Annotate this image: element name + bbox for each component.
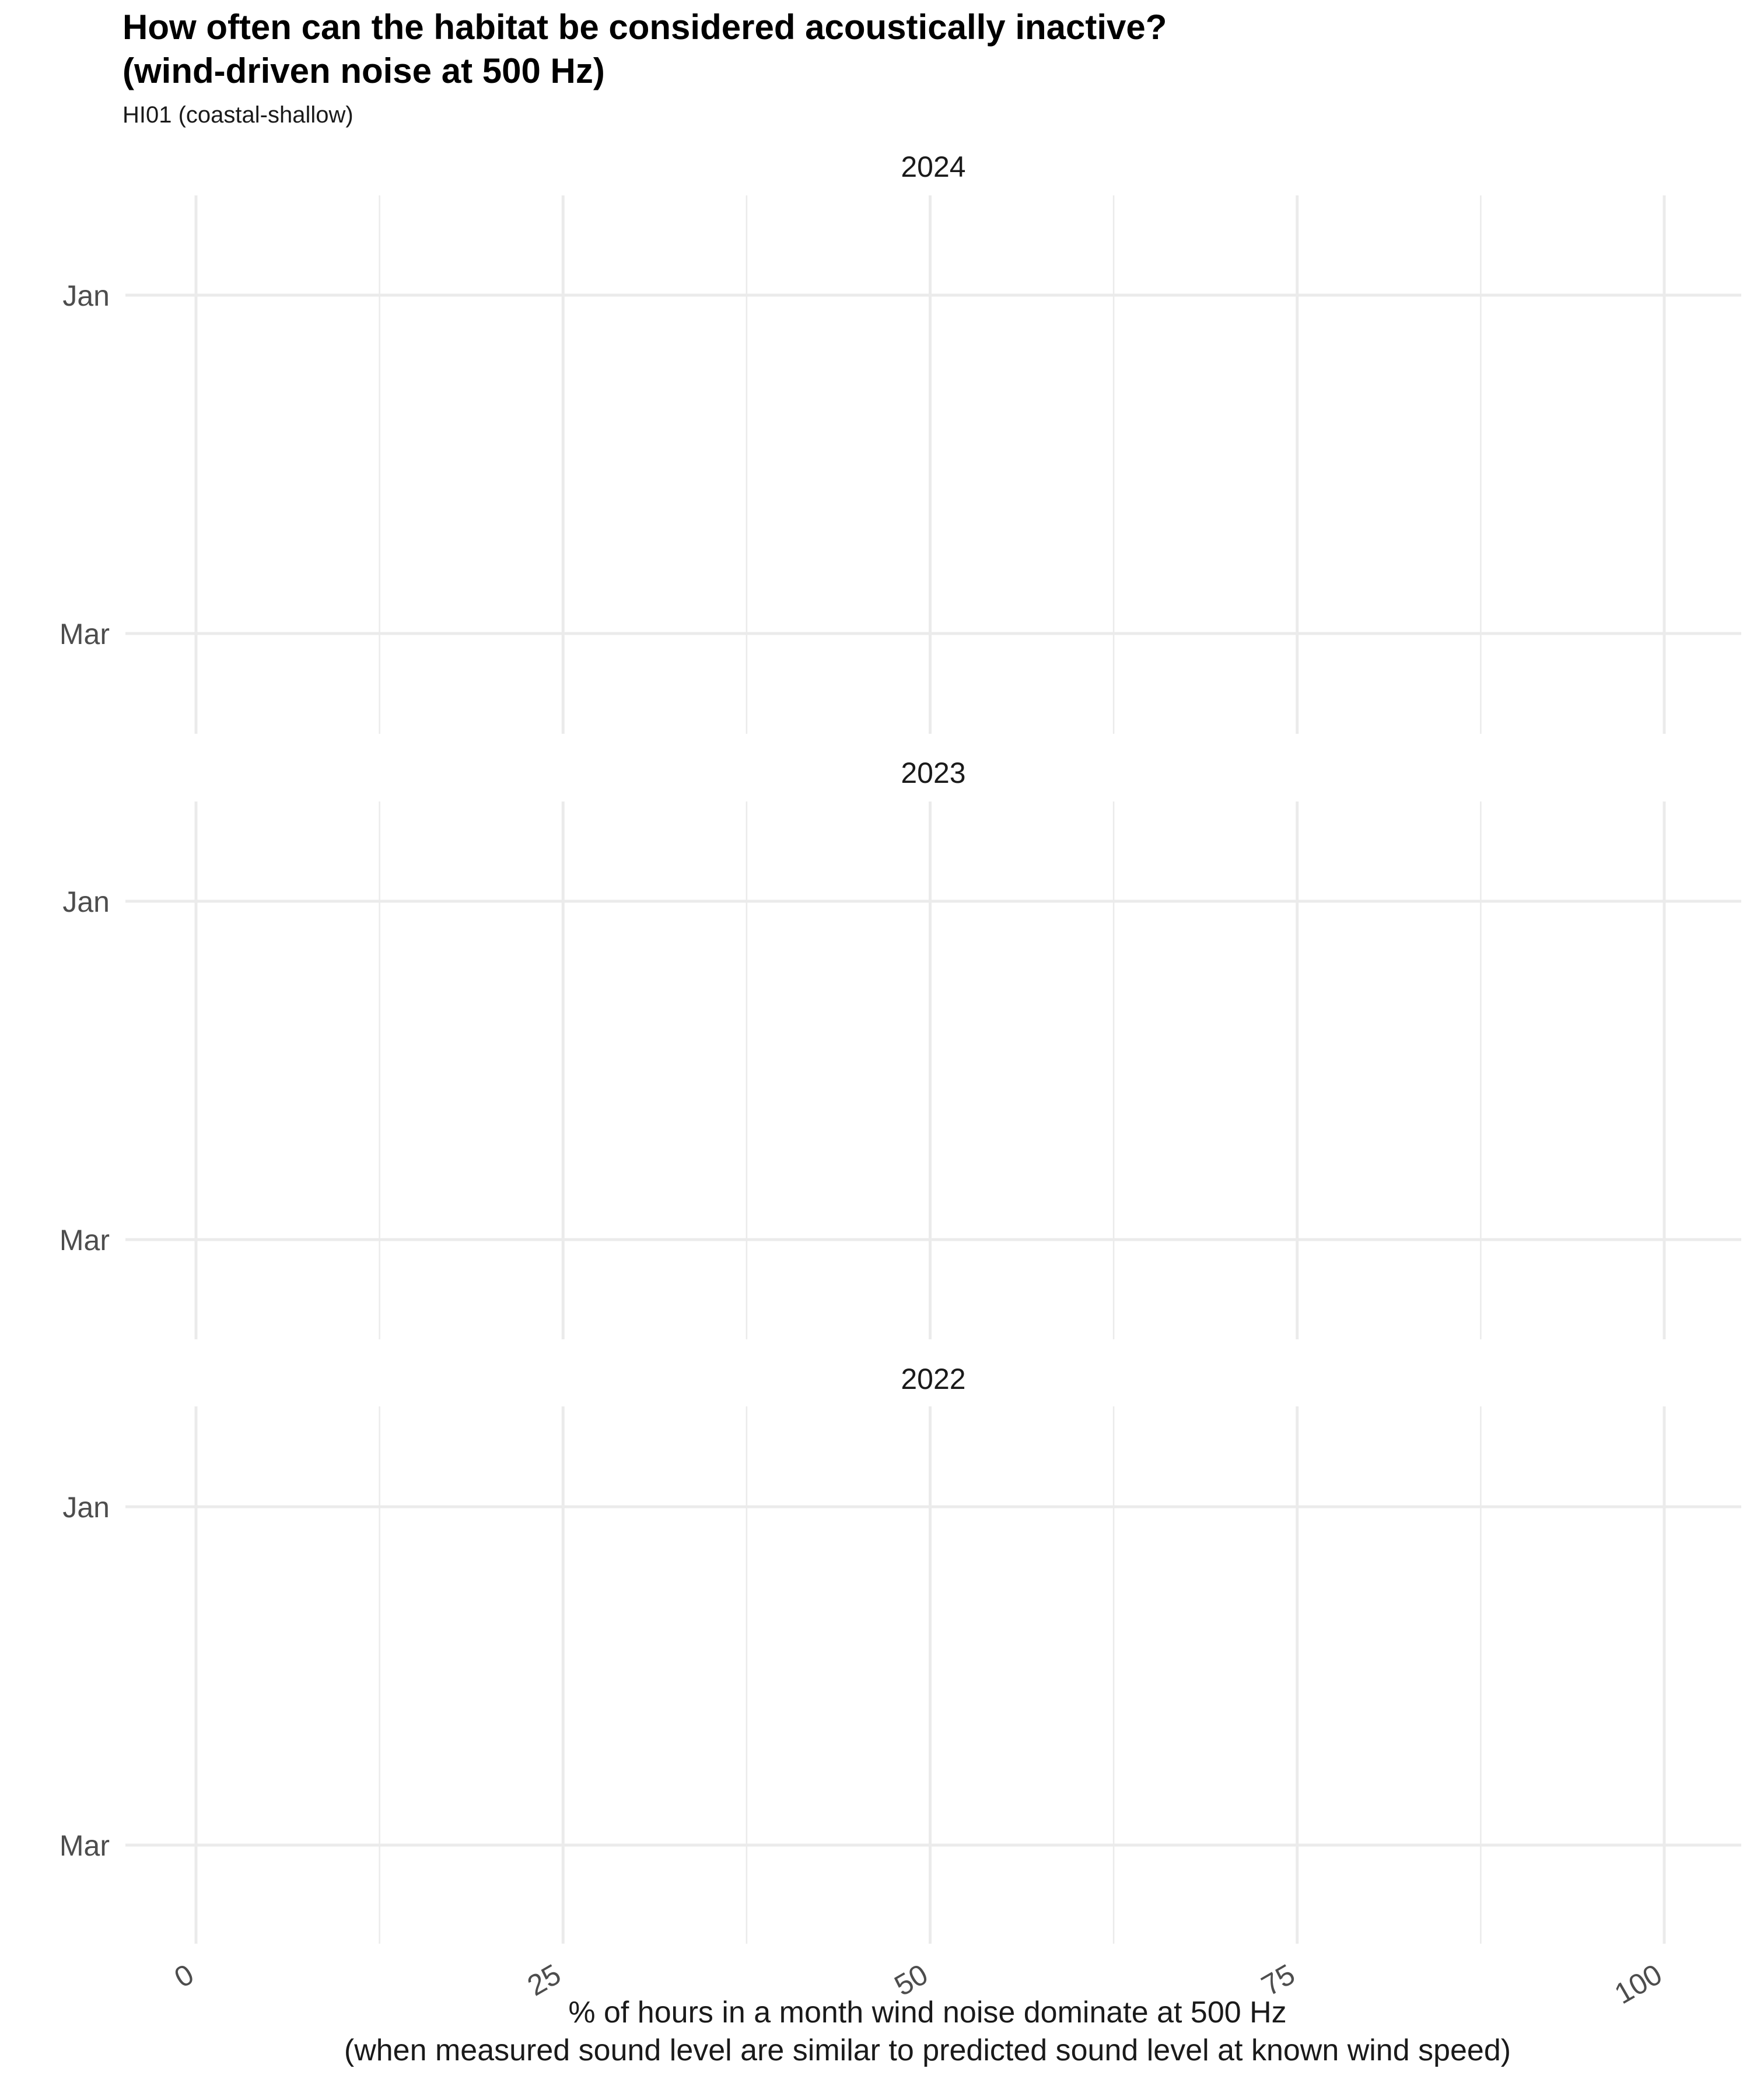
facet-2024: Jan Mar 2024 [60,150,1741,734]
y-tick-label: Jan [62,886,110,918]
y-tick-label: Jan [62,1491,110,1524]
facet-panels: Jan Mar 2024 Jan Mar 2023 Jan Mar 2022 [60,150,1741,1944]
chart-title-line1: How often can the habitat be considered … [123,8,1167,47]
y-tick-label: Mar [60,618,110,650]
y-tick-label: Mar [60,1224,110,1256]
facet-strip-label: 2024 [901,150,965,183]
x-tick-label: 100 [1609,1958,1667,2010]
chart-title-line2: (wind-driven noise at 500 Hz) [123,51,605,90]
facet-strip-label: 2023 [901,757,965,789]
x-tick-label: 25 [522,1958,566,2002]
chart-subtitle: HI01 (coastal-shallow) [123,102,354,128]
facet-2022: Jan Mar 2022 [60,1363,1741,1944]
x-tick-label: 0 [169,1958,199,1994]
x-axis-label-line1: % of hours in a month wind noise dominat… [568,1996,1286,2029]
x-axis-label-line2: (when measured sound level are similar t… [344,2034,1511,2067]
facet-strip-label: 2022 [901,1363,965,1395]
y-tick-label: Mar [60,1829,110,1862]
facet-2023: Jan Mar 2023 [60,757,1741,1339]
y-tick-label: Jan [62,279,110,312]
